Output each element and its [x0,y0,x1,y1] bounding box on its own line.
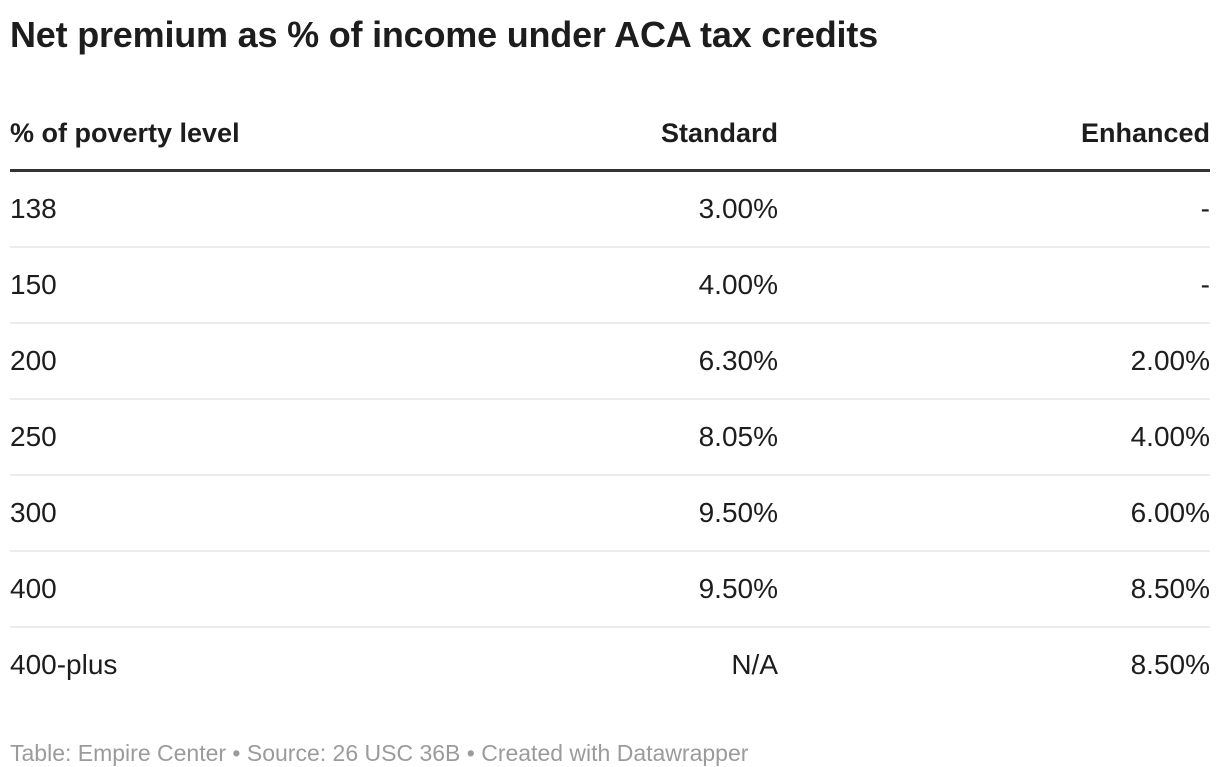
table-row: 300 9.50% 6.00% [10,475,1210,552]
table-row: 138 3.00% - [10,170,1210,248]
cell-standard: 9.50% [550,475,778,552]
cell-standard: 8.05% [550,399,778,476]
table-row: 250 8.05% 4.00% [10,399,1210,476]
cell-standard: N/A [731,649,778,680]
cell-enhanced: - [778,170,1210,248]
cell-enhanced: - [778,247,1210,324]
table-row: 150 4.00% - [10,247,1210,324]
cell-poverty-level: 150 [10,247,550,324]
cell-poverty-level: 400 [10,551,550,628]
table-row: 400-plus N/A 8.50% [10,627,1210,702]
column-header-poverty-level: % of poverty level [10,117,550,172]
cell-enhanced: 2.00% [778,323,1210,400]
cell-enhanced: 8.50% [1130,649,1210,680]
cell-standard: 6.30% [550,323,778,400]
cell-standard: 9.50% [550,551,778,628]
table-row: 400 9.50% 8.50% [10,551,1210,628]
attribution-footer: Table: Empire Center • Source: 26 USC 36… [10,740,749,766]
cell-poverty-level: 400-plus [10,649,118,680]
cell-poverty-level: 200 [10,323,550,400]
cell-enhanced: 6.00% [778,475,1210,552]
column-header-enhanced: Enhanced [778,117,1210,172]
cell-poverty-level: 250 [10,399,550,476]
cell-enhanced: 4.00% [778,399,1210,476]
table-row: 200 6.30% 2.00% [10,323,1210,400]
cell-standard: 4.00% [550,247,778,324]
cell-standard: 3.00% [550,170,778,248]
cell-poverty-level: 138 [10,170,550,248]
chart-title: Net premium as % of income under ACA tax… [10,14,878,55]
header-row: % of poverty level Standard Enhanced [10,117,1210,172]
column-header-standard: Standard [550,117,778,172]
cell-enhanced: 8.50% [778,551,1210,628]
data-table: % of poverty level Standard Enhanced 138… [10,117,1210,702]
cell-poverty-level: 300 [10,475,550,552]
